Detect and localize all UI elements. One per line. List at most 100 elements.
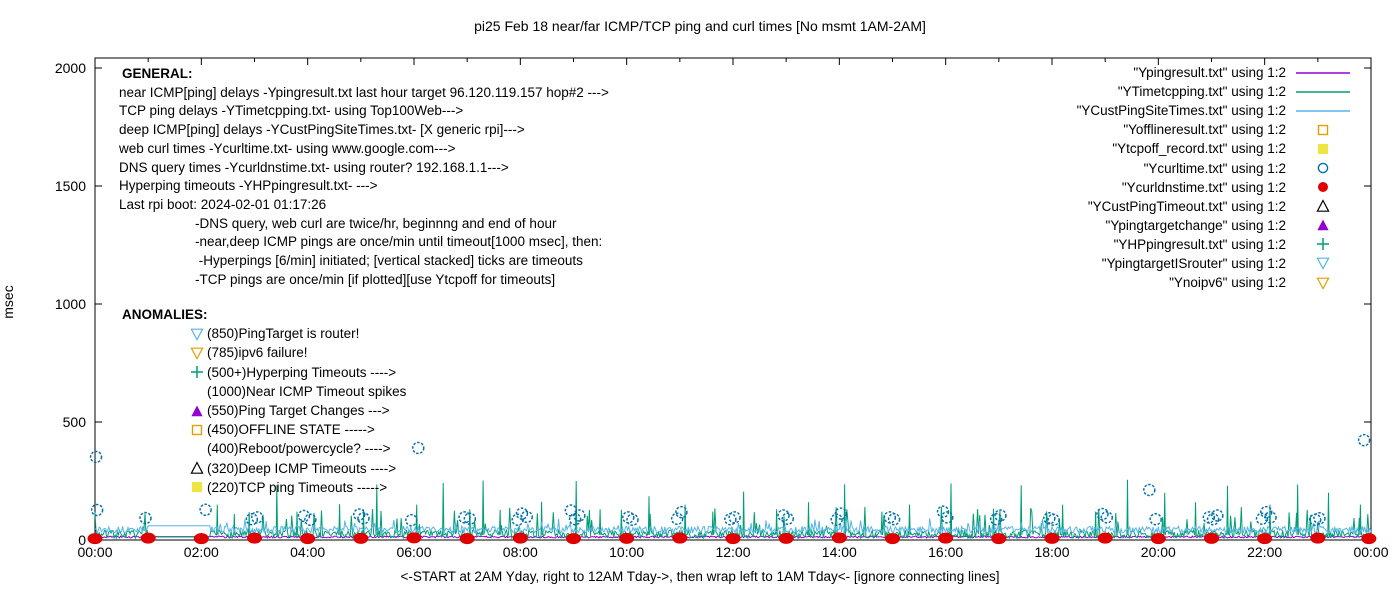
legend-item-5: "Ycurltime.txt" using 1:2 bbox=[1077, 158, 1352, 177]
curl-time-point bbox=[139, 511, 152, 525]
legend-sample bbox=[1294, 66, 1352, 80]
curl-time-point bbox=[1264, 511, 1277, 524]
anomaly-item-0: (850)PingTarget is router! bbox=[190, 324, 406, 343]
anomaly-text: (450)OFFLINE STATE -----> bbox=[207, 422, 375, 438]
anomaly-marker bbox=[190, 480, 207, 494]
general-heading: GENERAL: bbox=[122, 66, 193, 81]
dns-time-point bbox=[1097, 532, 1113, 544]
curl-time-point bbox=[941, 511, 954, 524]
general-line-9: -Hyperpings [6/min] initiated; [vertical… bbox=[195, 253, 583, 269]
y-tick-label: 0 bbox=[78, 532, 86, 548]
anomalies-heading: ANOMALIES: bbox=[122, 307, 208, 322]
plus-icon bbox=[1317, 238, 1329, 251]
legend-label: "Ycurldnstime.txt" using 1:2 bbox=[1121, 179, 1286, 195]
dns-time-point bbox=[566, 533, 581, 545]
anomaly-marker bbox=[190, 346, 207, 360]
square-open-icon bbox=[191, 424, 203, 435]
anomaly-item-2: (500+)Hyperping Timeouts ----> bbox=[190, 363, 406, 382]
curl-time-point bbox=[887, 512, 901, 526]
triangle-up-filled-icon bbox=[191, 405, 203, 416]
curl-time-point bbox=[199, 503, 212, 517]
anomaly-item-4: (550)Ping Target Changes ---> bbox=[190, 401, 406, 420]
legend-item-6: "Ycurldnstime.txt" using 1:2 bbox=[1077, 178, 1352, 197]
general-line-6: Last rpi boot: 2024-02-01 01:17:26 bbox=[119, 196, 327, 212]
anomaly-text: (400)Reboot/powercycle? ----> bbox=[207, 441, 391, 457]
legend-label: "YpingtargetISrouter" using 1:2 bbox=[1101, 255, 1286, 271]
dns-time-point bbox=[1310, 532, 1326, 544]
general-line-1: TCP ping delays -YTimetcpping.txt- using… bbox=[119, 103, 464, 119]
anomaly-item-5: (450)OFFLINE STATE -----> bbox=[190, 420, 406, 439]
curl-time-point bbox=[728, 511, 741, 524]
x-tick-label: 08:00 bbox=[503, 544, 538, 560]
square-filled-icon bbox=[1318, 143, 1328, 154]
y-tick-label: 500 bbox=[63, 414, 87, 430]
dns-time-point bbox=[140, 532, 156, 544]
curl-time-point bbox=[357, 512, 370, 525]
anomaly-marker bbox=[190, 404, 207, 418]
x-tick-label: 22:00 bbox=[1247, 544, 1282, 560]
dns-time-point bbox=[885, 533, 900, 545]
legend-sample bbox=[1294, 199, 1352, 213]
series-line-YCustPingSiteTimes.txt bbox=[94, 518, 1372, 535]
legend-item-0: "Ypingresult.txt" using 1:2 bbox=[1077, 63, 1352, 82]
y-tick-label: 2000 bbox=[55, 60, 86, 76]
dns-time-point bbox=[87, 533, 103, 545]
legend-label: "YHPpingresult.txt" using 1:2 bbox=[1113, 236, 1286, 252]
dns-time-point bbox=[778, 532, 794, 544]
plus-icon bbox=[191, 366, 203, 379]
curl-time-point bbox=[1047, 513, 1060, 526]
curl-time-point bbox=[352, 508, 366, 521]
curl-time-point bbox=[568, 512, 582, 526]
curl-time-point bbox=[1255, 512, 1269, 526]
x-tick-label: 20:00 bbox=[1141, 544, 1176, 560]
anomaly-text: (320)Deep ICMP Timeouts ----> bbox=[207, 460, 397, 476]
dns-time-point bbox=[938, 532, 954, 544]
general-line-4: DNS query times -Ycurldnstime.txt- using… bbox=[119, 159, 509, 175]
line-icon bbox=[1296, 90, 1350, 93]
curl-time-point bbox=[834, 507, 848, 520]
x-tick-label: 00:00 bbox=[1353, 544, 1388, 560]
x-tick-label: 16:00 bbox=[928, 544, 963, 560]
general-line-5: Hyperping timeouts -YHPpingresult.txt- -… bbox=[119, 178, 378, 194]
triangle-up-open-icon bbox=[190, 461, 204, 474]
curl-time-point bbox=[463, 512, 477, 526]
triangle-up-open-icon bbox=[1316, 199, 1330, 213]
curl-time-point bbox=[245, 512, 259, 526]
curl-time-point bbox=[511, 513, 524, 526]
dns-time-point bbox=[300, 533, 316, 545]
x-tick-label: 00:00 bbox=[77, 544, 112, 560]
anomaly-item-7: (320)Deep ICMP Timeouts ----> bbox=[190, 459, 406, 478]
legend-label: "Ytcpoff_record.txt" using 1:2 bbox=[1112, 141, 1286, 157]
legend: "Ypingresult.txt" using 1:2 "YTimetcpping… bbox=[1077, 63, 1352, 292]
curl-time-point bbox=[405, 513, 418, 527]
anomaly-item-6: (400)Reboot/powercycle? ----> bbox=[190, 439, 406, 458]
x-tick-label: 18:00 bbox=[1034, 544, 1069, 560]
x-tick-label: 02:00 bbox=[184, 544, 219, 560]
dns-time-point bbox=[1361, 533, 1377, 545]
anomaly-marker bbox=[190, 365, 207, 379]
curl-time-point bbox=[1206, 512, 1220, 526]
curl-time-point bbox=[250, 511, 264, 524]
general-line-7: -DNS query, web curl are twice/hr, begin… bbox=[195, 215, 557, 231]
dns-time-point bbox=[193, 533, 209, 545]
legend-sample bbox=[1294, 237, 1352, 251]
curl-time-point bbox=[675, 505, 688, 519]
triangle-down-open-icon bbox=[190, 328, 204, 341]
anomaly-text: (220)TCP ping Timeouts -----> bbox=[207, 479, 388, 495]
curl-time-point bbox=[520, 510, 533, 524]
anomaly-marker bbox=[190, 327, 207, 341]
anomaly-marker bbox=[190, 461, 207, 475]
anomaly-text: (500+)Hyperping Timeouts ----> bbox=[207, 364, 397, 380]
line-icon bbox=[1296, 71, 1350, 74]
legend-label: "YTimetcpping.txt" using 1:2 bbox=[1117, 84, 1286, 100]
anomaly-item-1: (785)ipv6 failure! bbox=[190, 343, 406, 362]
dns-time-point bbox=[672, 532, 688, 544]
legend-label: "Ypingresult.txt" using 1:2 bbox=[1133, 65, 1286, 81]
legend-label: "YCustPingTimeout.txt" using 1:2 bbox=[1087, 198, 1286, 214]
triangle-up-filled-icon bbox=[1317, 219, 1329, 231]
curl-time-point bbox=[989, 512, 1003, 526]
curl-time-point bbox=[626, 513, 639, 526]
legend-item-3: "Yofflineresult.txt" using 1:2 bbox=[1077, 120, 1352, 139]
